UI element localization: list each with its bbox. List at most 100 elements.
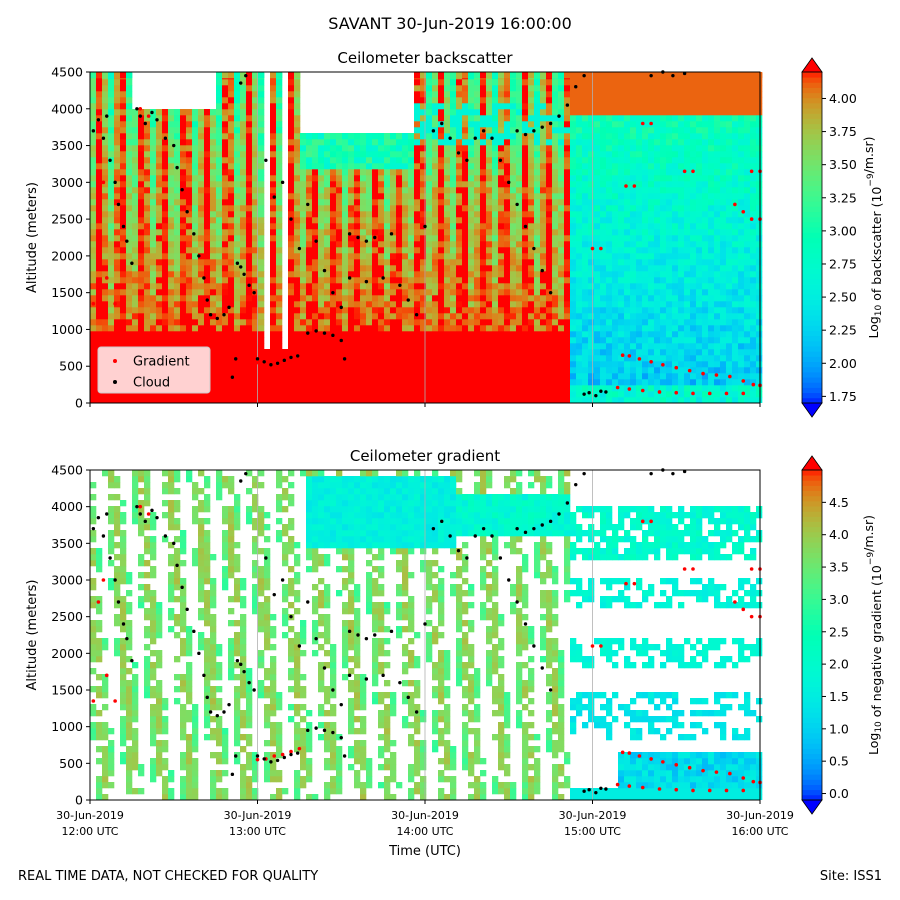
gradient-point [146, 114, 151, 118]
cloud-legend-marker [113, 380, 117, 384]
y-tick-label: 500 [59, 756, 83, 771]
cloud-point [364, 636, 369, 641]
colorbar-segment [802, 624, 822, 631]
cloud-point [138, 512, 142, 516]
cloud-point [289, 355, 293, 360]
gradient-point [749, 217, 754, 221]
gradient-point [687, 765, 692, 770]
cloud-point [289, 217, 293, 221]
gradient-point [624, 184, 628, 188]
cloud-point [414, 710, 419, 714]
colorbar-segment [802, 273, 822, 280]
colorbar-segment [802, 201, 822, 207]
cloud-point [113, 180, 117, 185]
cloud-point [414, 313, 419, 317]
gradient-point [661, 760, 665, 764]
quality-disclaimer: REAL TIME DATA, NOT CHECKED FOR QUALITY [18, 869, 319, 884]
cloud-point [532, 526, 536, 531]
colorbar-segment [802, 175, 822, 182]
cloud-point [347, 629, 352, 634]
gradient-point [751, 382, 756, 387]
colorbar-tick-label: 4.00 [829, 91, 857, 106]
cloud-point [264, 556, 268, 560]
cloud-point [342, 357, 347, 361]
gradient-point [751, 779, 756, 784]
colorbar-segment [802, 263, 822, 269]
colorbar-segment [802, 340, 822, 347]
colorbar-segment [802, 567, 822, 574]
colorbar-tick-label: 2.50 [829, 290, 857, 305]
y-tick-label: 2500 [51, 212, 83, 227]
y-tick-label: 4000 [51, 101, 83, 116]
colorbar-tick-label: 1.0 [829, 721, 849, 736]
colorbar-segment [802, 763, 822, 770]
colorbar-segment [802, 335, 822, 342]
gradient-point [728, 374, 732, 379]
colorbar-segment [802, 346, 822, 352]
cloud-point [582, 789, 586, 793]
cloud-point [297, 246, 302, 251]
gradient-point [590, 246, 595, 251]
colorbar-segment [802, 330, 822, 337]
cloud-point [448, 136, 452, 140]
gradient-point [640, 121, 645, 126]
colorbar-segment [802, 77, 822, 83]
colorbar-max-arrow [801, 455, 823, 471]
cloud-point [230, 772, 235, 777]
gradient-point [724, 788, 729, 793]
gradient-point [682, 567, 687, 571]
cloud-point [481, 129, 486, 133]
cloud-point [96, 118, 101, 122]
colorbar-segment [802, 495, 822, 502]
cloud-point [389, 629, 394, 634]
cloud-point [649, 471, 653, 476]
cloud-point [282, 755, 286, 760]
cloud-point [322, 331, 327, 335]
cloud-point [314, 239, 318, 243]
cloud-point [490, 534, 494, 538]
cloud-point [574, 85, 578, 89]
gradient-point [741, 788, 746, 793]
colorbar-segment [802, 619, 822, 626]
colorbar-segment [802, 128, 822, 135]
cloud-point [314, 329, 318, 333]
cloud-point [565, 501, 570, 505]
colorbar-segment [802, 123, 822, 130]
colorbar-segment [802, 521, 822, 528]
cloud-point [431, 526, 436, 531]
gradient-point [599, 644, 603, 648]
cloud-point [155, 118, 159, 122]
cloud-point [239, 479, 243, 483]
cloud-point [135, 504, 139, 509]
cloud-point [682, 469, 687, 474]
cloud-point [306, 600, 310, 604]
cloud-point [306, 202, 310, 207]
cloud-point [272, 195, 276, 199]
gradient-point [627, 784, 632, 788]
gradient-point [657, 390, 662, 394]
cloud-point [272, 592, 276, 597]
colorbar-label: Log10 of negative gradient (10−9/m.sr) [861, 515, 884, 755]
colorbar-segment [802, 351, 822, 357]
gradient-point [632, 581, 637, 586]
colorbar-segment [802, 72, 822, 78]
gradient-point [691, 788, 695, 793]
gradient-point [691, 169, 695, 174]
colorbar-segment [802, 108, 822, 114]
cloud-point [498, 556, 503, 560]
colorbar-tick-label: 3.50 [829, 157, 857, 172]
cloud-point [289, 752, 293, 757]
colorbar-tick-label: 2.5 [829, 624, 849, 639]
colorbar-segment [802, 278, 822, 285]
colorbar-min-arrow [801, 799, 823, 815]
colorbar-segment [802, 113, 822, 119]
panel-title: Ceilometer backscatter [337, 49, 513, 67]
cloud-point [205, 695, 209, 700]
gradient-point [691, 567, 695, 571]
cloud-point [275, 361, 280, 365]
cloud-point [247, 680, 251, 685]
colorbar-segment [802, 475, 822, 481]
colorbar-tick-label: 0.5 [829, 754, 849, 769]
gradient-point [637, 754, 642, 758]
cloud-point [244, 73, 248, 78]
